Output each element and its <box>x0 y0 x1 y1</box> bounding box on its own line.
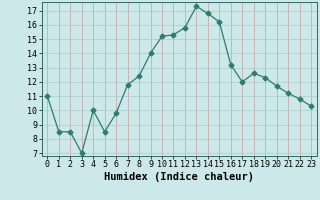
X-axis label: Humidex (Indice chaleur): Humidex (Indice chaleur) <box>104 172 254 182</box>
